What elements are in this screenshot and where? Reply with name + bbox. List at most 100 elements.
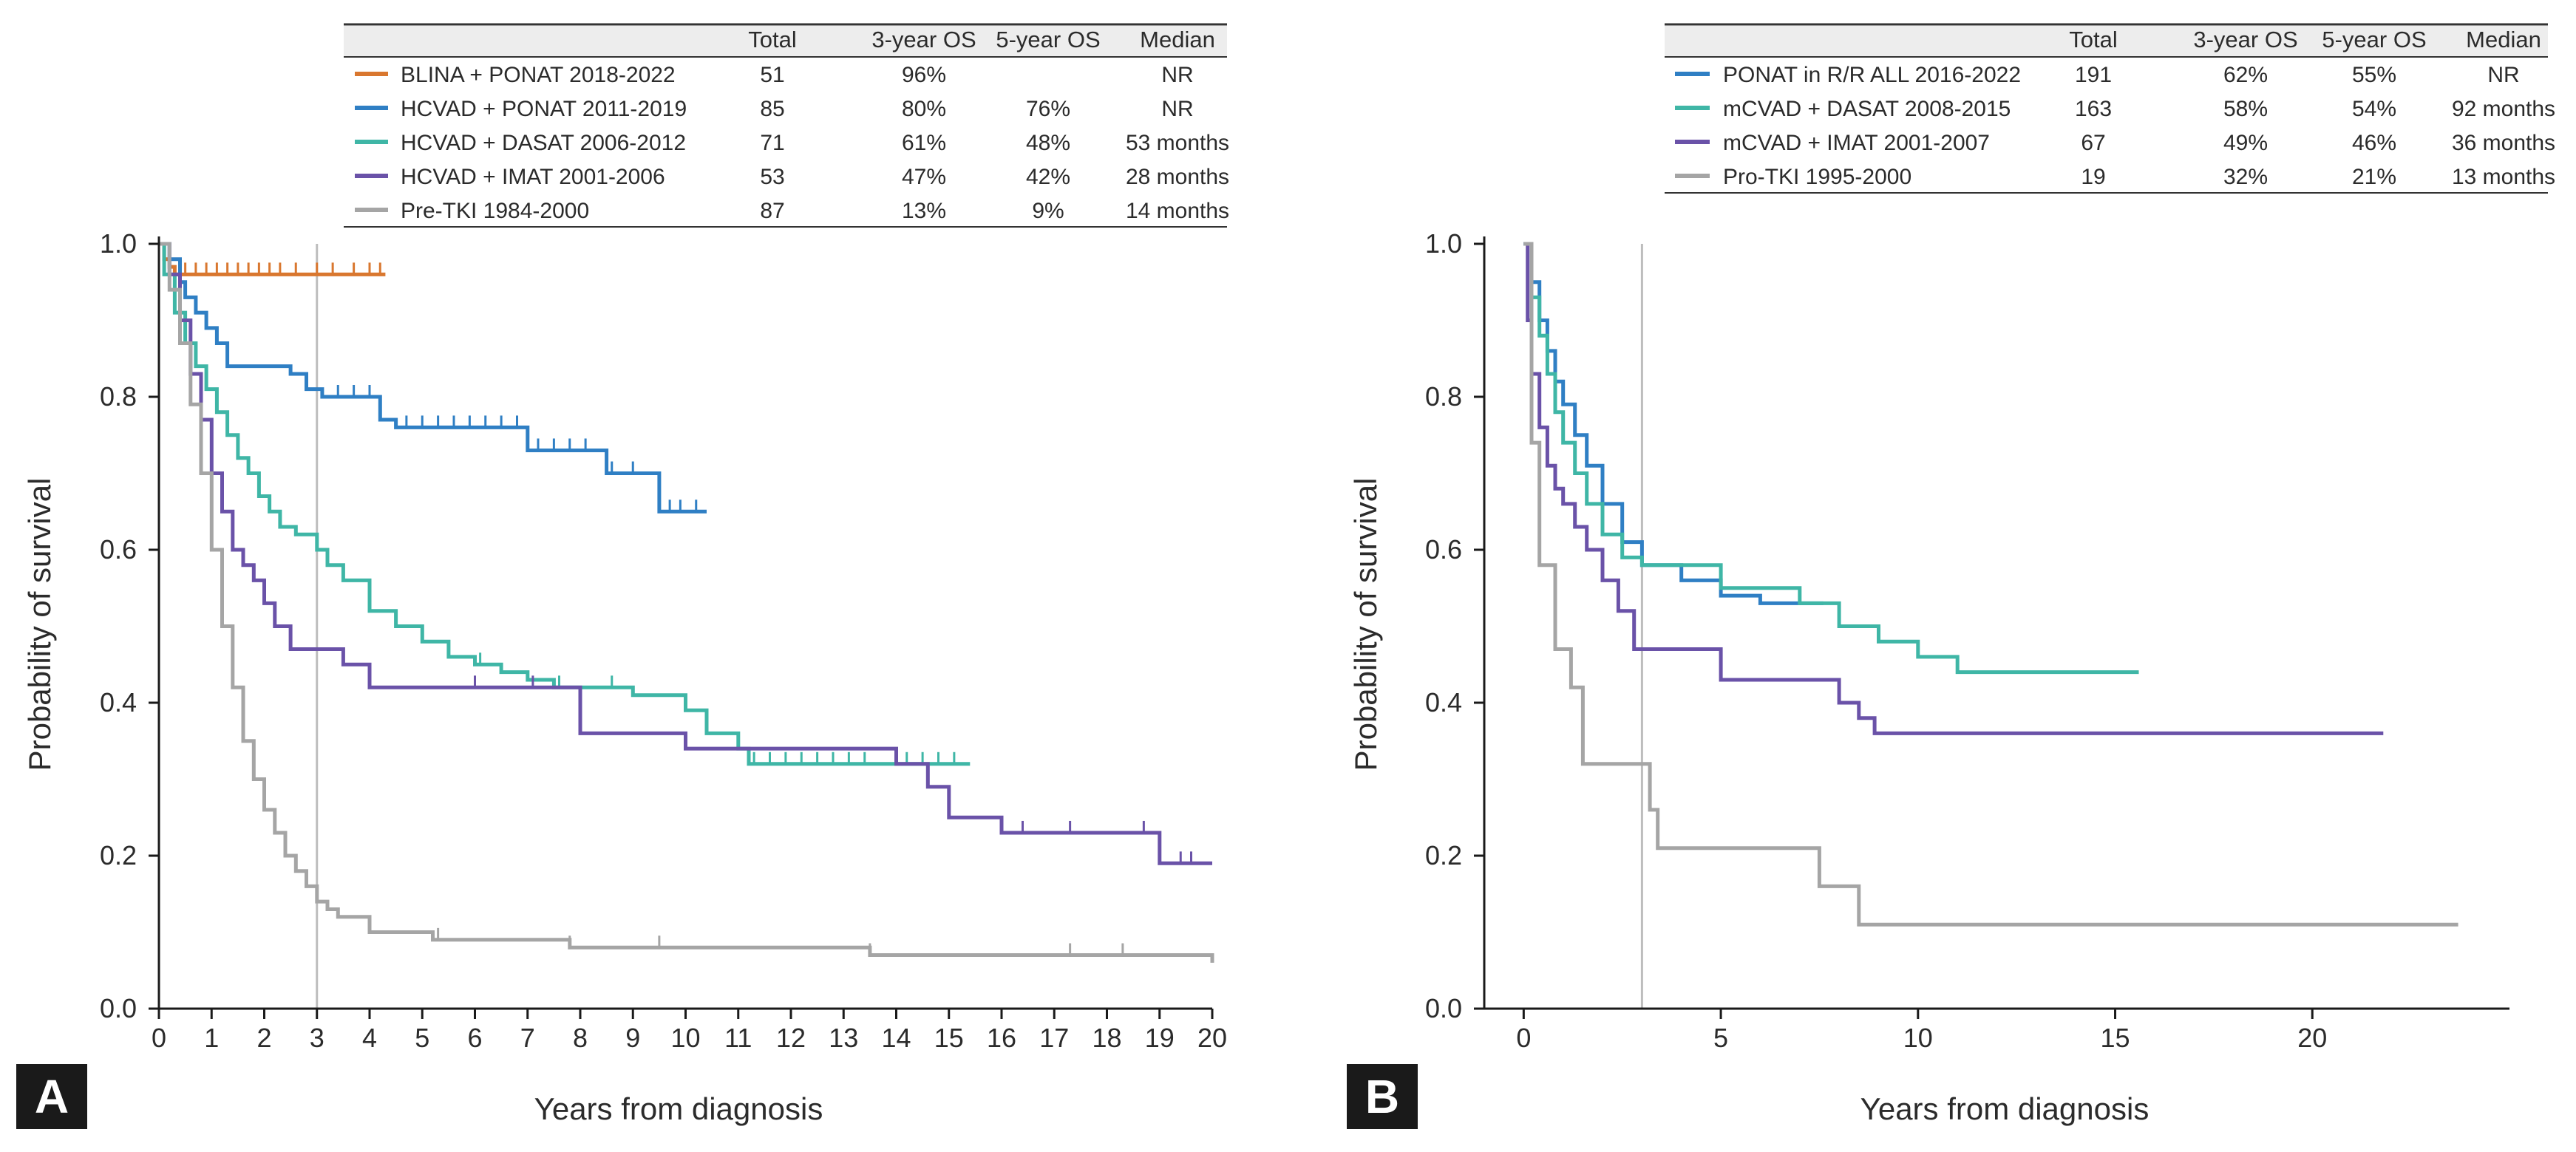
panel-b-legend-total-2: 67 [2081, 131, 2105, 155]
panel-a-series-2-curve [159, 242, 971, 766]
panel-a-legend-os5-4: 9% [1032, 199, 1064, 223]
panel-a-x-axis-title: Years from diagnosis [534, 1091, 823, 1126]
panel-b-legend-os5-1: 54% [2352, 97, 2396, 121]
panel-a-table-header-2: 5-year OS [996, 27, 1100, 52]
panel-b-legend-median-2: 36 months [2452, 131, 2555, 155]
panel-b-y-tick-label-1: 0.2 [1425, 840, 1462, 870]
panel-a-legend-os3-0: 96% [902, 63, 946, 87]
panel-a-x-tick-label-20: 20 [1197, 1023, 1227, 1053]
panel-a-letter: A [35, 1070, 69, 1123]
panel-a-legend-total-2: 71 [760, 131, 784, 155]
panel-a-legend-os3-2: 61% [902, 131, 946, 155]
panel-b-legend-os3-1: 58% [2223, 97, 2268, 121]
panel-a-legend-os5-3: 42% [1026, 165, 1070, 189]
panel-a-y-tick-label-2: 0.4 [100, 687, 137, 718]
panel-b-legend-os3-2: 49% [2223, 131, 2268, 155]
panel-a-x-tick-label-19: 19 [1145, 1023, 1175, 1053]
panel-a-x-tick-label-10: 10 [670, 1023, 700, 1053]
panel-a-x-tick-label-7: 7 [520, 1023, 535, 1053]
panel-a-table-header-0: Total [748, 27, 796, 52]
panel-a-x-tick-label-8: 8 [573, 1023, 588, 1053]
panel-a-series-4-curve [159, 242, 1214, 963]
panel-b-table-header-1: 3-year OS [2193, 27, 2297, 52]
panel-b-legend-label-1: mCVAD + DASAT 2008-2015 [1723, 97, 2011, 121]
panel-a-legend-total-0: 51 [760, 63, 784, 87]
panel-a-x-tick-label-15: 15 [934, 1023, 964, 1053]
panel-b-legend-label-2: mCVAD + IMAT 2001-2007 [1723, 131, 1990, 155]
panel-a-x-tick-label-12: 12 [776, 1023, 806, 1053]
panel-b-series-0-curve [1523, 242, 1824, 605]
panel-a-legend-median-1: NR [1161, 97, 1193, 121]
panel-a-legend-label-2: HCVAD + DASAT 2006-2012 [401, 131, 686, 155]
panel-a-legend-median-4: 14 months [1126, 199, 1229, 223]
panel-a-series-1-curve [159, 242, 707, 514]
panel-b-table-header-bg [1665, 26, 2548, 57]
panel-a-x-tick-label-0: 0 [152, 1023, 166, 1053]
panel-a-table-header-3: Median [1140, 27, 1215, 52]
panel-a-legend-label-0: BLINA + PONAT 2018-2022 [401, 63, 676, 87]
panel-a-legend-os3-3: 47% [902, 165, 946, 189]
panel-a-y-ticks: 0.0 0.2 0.4 0.6 0.8 1.0 [100, 228, 159, 1023]
panel-b-table-header-3: Median [2466, 27, 2541, 52]
panel-a-x-tick-label-9: 9 [625, 1023, 640, 1053]
panel-a-legend-median-0: NR [1161, 63, 1193, 87]
panel-a: Total 3-year OS 5-year OS Median BLINA + PON… [16, 23, 1229, 1129]
panel-a-y-tick-label-4: 0.8 [100, 381, 137, 412]
panel-b-legend-total-3: 19 [2081, 165, 2105, 189]
panel-a-x-tick-label-16: 16 [987, 1023, 1016, 1053]
panel-b-table-header-0: Total [2069, 27, 2117, 52]
panel-b-y-axis-title: Probability of survival [1348, 478, 1383, 771]
panel-a-x-tick-label-17: 17 [1039, 1023, 1069, 1053]
panel-a-legend-label-4: Pre-TKI 1984-2000 [401, 199, 589, 223]
panel-a-x-tick-label-14: 14 [881, 1023, 911, 1053]
panel-a-x-tick-label-6: 6 [467, 1023, 482, 1053]
panel-b-legend-total-1: 163 [2075, 97, 2112, 121]
panel-b-table-header-2: 5-year OS [2322, 27, 2426, 52]
panel-b-series-3-curve [1523, 242, 2458, 927]
panel-b-x-tick-label-3: 15 [2101, 1023, 2130, 1053]
panel-b-y-tick-label-0: 0.0 [1425, 993, 1462, 1023]
panel-a-x-tick-label-3: 3 [310, 1023, 324, 1053]
panel-a-x-ticks: 0 1 2 3 4 5 6 7 8 9 10 11 12 13 14 15 16 17 18 19 20 [152, 1009, 1227, 1053]
panel-a-table-header-bg [344, 26, 1227, 57]
panel-b-x-axis-title: Years from diagnosis [1860, 1091, 2150, 1126]
panel-b-plot [1483, 236, 2509, 1010]
panel-a-legend-os3-1: 80% [902, 97, 946, 121]
panel-a-x-tick-label-5: 5 [415, 1023, 429, 1053]
panel-b-legend-median-0: NR [2487, 63, 2519, 87]
panel-a-y-tick-label-1: 0.2 [100, 840, 137, 870]
panel-a-legend-total-3: 53 [760, 165, 784, 189]
panel-b: Total 3-year OS 5-year OS Median PONAT in R/… [1347, 23, 2555, 1129]
panel-b-legend-total-0: 191 [2075, 63, 2112, 87]
panel-b-legend-table: Total 3-year OS 5-year OS Median PONAT in R/… [1665, 23, 2555, 194]
panel-a-y-axis-title: Probability of survival [22, 478, 57, 771]
panel-a-x-tick-label-1: 1 [204, 1023, 219, 1053]
panel-b-y-tick-label-5: 1.0 [1425, 228, 1462, 259]
panel-b-letter: B [1365, 1070, 1399, 1123]
panel-a-y-tick-label-5: 1.0 [100, 228, 137, 259]
panel-a-plot [157, 236, 1214, 1010]
panel-b-letter-box [1347, 1064, 1418, 1129]
panel-b-x-ticks: 0 5 10 15 20 [1516, 1009, 2327, 1053]
panel-a-x-tick-label-11: 11 [724, 1023, 752, 1053]
panel-a-x-tick-label-2: 2 [256, 1023, 271, 1053]
panel-a-letter-box [16, 1064, 87, 1129]
panel-b-legend-median-1: 92 months [2452, 97, 2555, 121]
panel-a-x-tick-label-4: 4 [362, 1023, 377, 1053]
panel-b-x-tick-label-4: 20 [2297, 1023, 2327, 1053]
panel-b-legend-label-3: Pro-TKI 1995-2000 [1723, 165, 1911, 189]
panel-b-legend-os5-2: 46% [2352, 131, 2396, 155]
panel-b-y-ticks: 0.0 0.2 0.4 0.6 0.8 1.0 [1425, 228, 1484, 1023]
panel-a-legend-median-2: 53 months [1126, 131, 1229, 155]
panel-a-legend-total-4: 87 [760, 199, 784, 223]
panel-b-legend-median-3: 13 months [2452, 165, 2555, 189]
panel-b-y-tick-label-4: 0.8 [1425, 381, 1462, 412]
panel-a-table-header-1: 3-year OS [871, 27, 976, 52]
panel-a-legend-median-3: 28 months [1126, 165, 1229, 189]
panel-b-x-tick-label-0: 0 [1516, 1023, 1531, 1053]
panel-b-x-tick-label-2: 10 [1903, 1023, 1933, 1053]
panel-b-x-tick-label-1: 5 [1713, 1023, 1728, 1053]
panel-a-legend-os5-2: 48% [1026, 131, 1070, 155]
